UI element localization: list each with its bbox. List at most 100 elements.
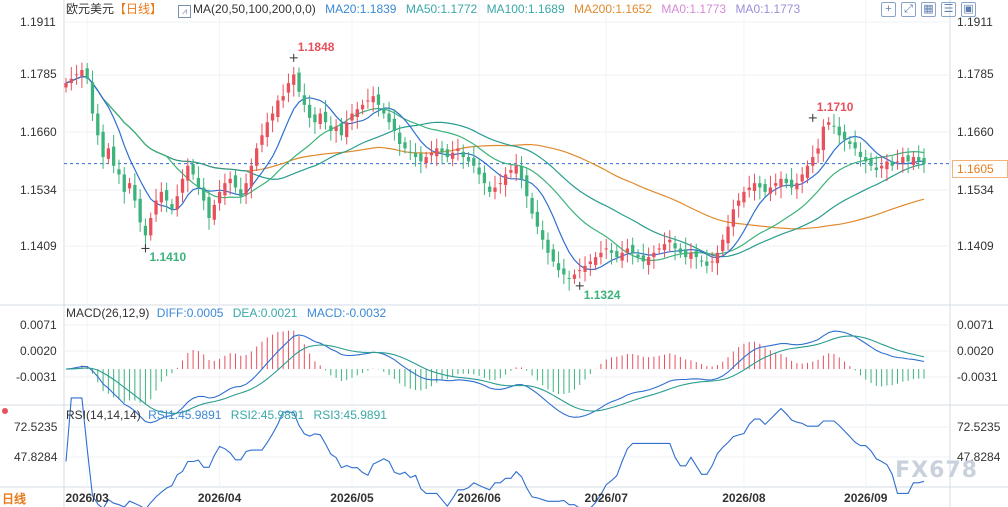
macd-diff-value: DIFF:0.0005: [156, 306, 224, 320]
candle: [117, 159, 121, 185]
candle: [355, 101, 359, 129]
candle: [890, 156, 894, 171]
candle: [429, 140, 434, 163]
candle: [911, 151, 916, 171]
candle: [292, 66, 296, 97]
candle: [191, 158, 195, 180]
candle: [842, 124, 847, 152]
candle: [726, 214, 730, 251]
candle: [392, 109, 397, 141]
candle: [684, 237, 688, 265]
ma0-value-a: MA0:1.1773: [661, 2, 727, 16]
candle: [652, 245, 656, 269]
candle: [90, 70, 95, 121]
candle: [599, 241, 603, 265]
candle: [567, 270, 571, 291]
period-button[interactable]: 日线: [2, 492, 27, 506]
candle: [281, 84, 285, 108]
candle: [646, 247, 651, 275]
candle: [419, 146, 423, 174]
grid-layout-icon[interactable]: ▦: [921, 2, 936, 17]
candle: [805, 160, 810, 184]
candle: [774, 173, 778, 196]
x-tick-label: 2026/08: [722, 491, 766, 505]
candle: [848, 136, 852, 150]
high-annotation: 1.1848: [297, 39, 335, 54]
candle: [562, 258, 566, 285]
candle: [143, 218, 148, 248]
candle: [721, 234, 725, 257]
candle: [752, 173, 757, 201]
candle: [678, 243, 683, 259]
rsi1-value: RSI1:45.9891: [148, 408, 222, 422]
ma20-value: MA20:1.1839: [325, 2, 397, 16]
candle: [133, 173, 137, 208]
candle: [498, 173, 502, 194]
candle: [450, 140, 455, 167]
candle: [85, 63, 89, 84]
ma-settings-icon[interactable]: ⩘: [178, 5, 191, 18]
candle: [742, 186, 746, 208]
candle: [668, 230, 672, 252]
candle: [461, 144, 465, 169]
candle: [519, 156, 524, 189]
macd-y-tick-right: 0.0020: [957, 344, 994, 358]
candle: [541, 220, 545, 250]
candle: [795, 173, 799, 199]
fullscreen-icon[interactable]: ⤢: [901, 2, 916, 17]
y-tick-left: 1.1660: [20, 125, 57, 139]
candle: [339, 117, 344, 141]
candle: [784, 173, 788, 189]
candle: [837, 117, 841, 145]
candle: [535, 200, 540, 235]
rsi3-value: RSI3:45.9891: [313, 408, 387, 422]
candle: [572, 269, 577, 285]
candle: [159, 182, 163, 212]
candle: [445, 144, 449, 163]
candle: [398, 125, 402, 156]
candle: [307, 95, 312, 128]
y-tick-left: 1.1911: [20, 15, 56, 29]
candle: [403, 137, 407, 154]
crosshair-indicator-icon: [2, 408, 8, 414]
add-indicator-icon[interactable]: +: [881, 2, 896, 17]
candle: [736, 193, 741, 218]
settings-icon[interactable]: ☰: [941, 2, 956, 17]
y-tick-right: 1.1660: [957, 125, 994, 139]
candle: [514, 154, 518, 181]
macd-dea-line: [65, 335, 925, 414]
candle: [816, 138, 820, 164]
candle: [456, 138, 460, 161]
candle: [217, 180, 222, 211]
candle: [202, 177, 206, 211]
candle: [731, 199, 735, 237]
candle: [895, 149, 900, 170]
candle: [164, 182, 169, 213]
candle: [546, 232, 550, 265]
candle: [906, 147, 910, 174]
candle: [758, 175, 762, 200]
screenshot-icon[interactable]: ▣: [961, 2, 976, 17]
candle: [615, 245, 619, 263]
candle: [705, 249, 709, 274]
candle: [360, 99, 365, 115]
candle: [180, 169, 185, 203]
candle: [768, 175, 773, 202]
period-label: 【日线】: [114, 2, 163, 16]
candle: [313, 107, 317, 134]
candle: [286, 73, 291, 103]
candle: [620, 241, 624, 269]
rsi2-value: RSI2:45.9891: [230, 408, 305, 422]
ma-title: MA(20,50,100,200,0,0): [193, 2, 316, 16]
candle: [435, 138, 439, 166]
ma200-value: MA200:1.1652: [573, 2, 653, 16]
macd-y-tick-left: 0.0071: [20, 318, 57, 332]
candle: [747, 175, 751, 198]
candle: [223, 173, 227, 205]
candle: [228, 171, 232, 195]
candle: [408, 140, 412, 161]
candle: [879, 156, 884, 178]
candle: [149, 212, 153, 241]
